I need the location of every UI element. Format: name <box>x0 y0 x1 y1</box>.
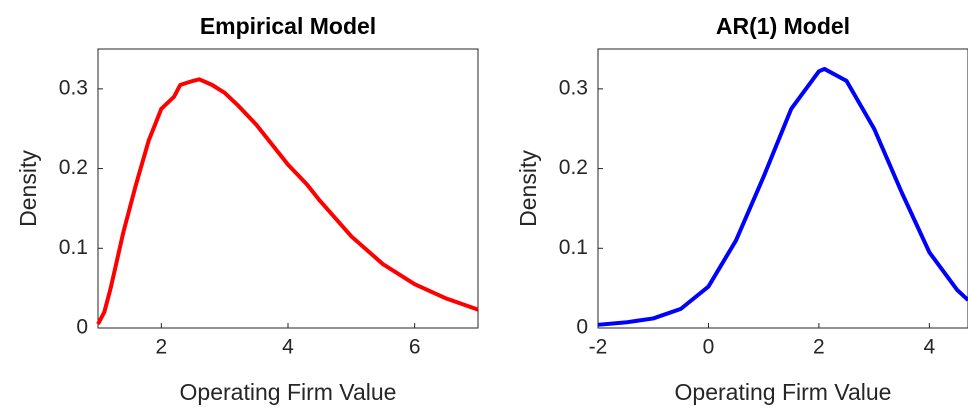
density-line <box>597 66 968 327</box>
y-tick-label: 0.3 <box>559 76 588 99</box>
x-tick-label: 4 <box>282 336 294 359</box>
x-axis-label: Operating Firm Value <box>180 379 397 405</box>
x-axis-label: Operating Firm Value <box>675 379 892 405</box>
y-tick-label: 0.2 <box>59 156 88 179</box>
y-tick-label: 0.3 <box>59 76 88 99</box>
chart-title: AR(1) Model <box>716 13 850 39</box>
y-tick-label: 0 <box>76 316 88 339</box>
x-tick-label: -2 <box>589 336 608 359</box>
axes-box <box>597 48 968 329</box>
y-tick-label: 0.1 <box>59 236 88 259</box>
y-tick-label: 0 <box>576 316 588 339</box>
x-tick-label: 6 <box>409 336 421 359</box>
y-axis-label: Density <box>15 150 41 227</box>
density-line <box>96 77 479 325</box>
x-tick-label: 2 <box>813 336 825 359</box>
y-axis-label: Density <box>515 150 541 227</box>
x-tick-label: 2 <box>155 336 167 359</box>
y-tick-label: 0.1 <box>559 236 588 259</box>
y-tick-label: 0.2 <box>559 156 588 179</box>
chart-title: Empirical Model <box>200 13 376 39</box>
x-tick-label: 0 <box>703 336 715 359</box>
x-tick-label: 4 <box>923 336 935 359</box>
